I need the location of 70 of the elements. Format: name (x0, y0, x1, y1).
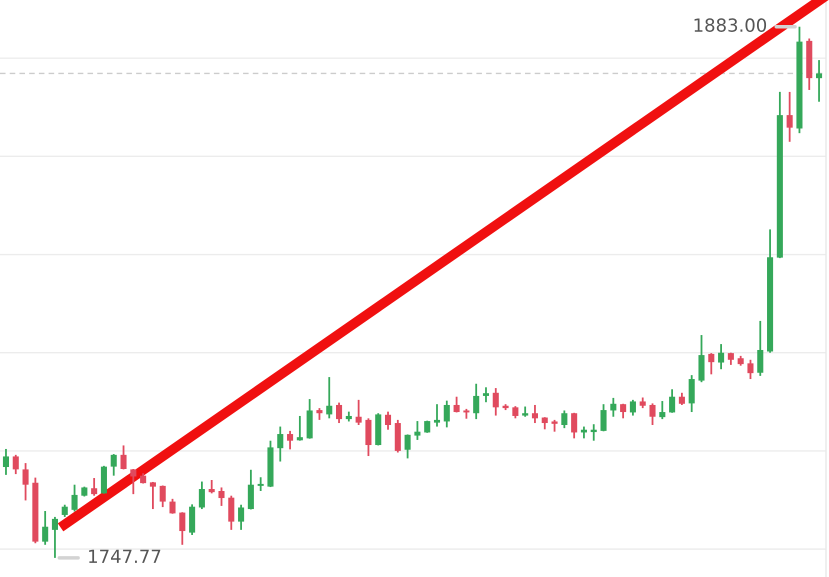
candlestick (816, 59, 822, 103)
candlestick (140, 472, 146, 484)
candlestick (718, 343, 724, 370)
candlestick (708, 352, 714, 376)
candlestick (522, 406, 528, 418)
candlestick (198, 480, 205, 510)
candlestick (678, 392, 685, 406)
candlestick (91, 477, 98, 497)
candlestick (630, 398, 636, 416)
candlestick (590, 423, 597, 442)
candlestick (561, 410, 568, 430)
candlestick (238, 504, 244, 531)
candlestick (640, 396, 646, 410)
candlestick (424, 420, 430, 434)
candlestick (316, 407, 322, 421)
candlestick (120, 444, 127, 470)
annotation: 1747.77 (89, 550, 160, 563)
candlestick (512, 405, 518, 420)
candlestick (228, 494, 234, 531)
candlestick (130, 468, 136, 496)
candlestick (326, 376, 332, 420)
annotation: 1883.00 (694, 18, 766, 32)
candlestick (384, 410, 392, 431)
candlestick (454, 396, 460, 414)
candlestick (786, 91, 793, 143)
candlestick (296, 415, 303, 442)
candlestick (218, 486, 225, 507)
candlestick (532, 404, 538, 424)
candlestick (434, 403, 440, 428)
candlestick (72, 484, 78, 512)
candlestick (160, 484, 166, 508)
candlestick (258, 476, 264, 492)
candlestick (150, 481, 156, 510)
candlestick (728, 352, 734, 366)
candlestick (620, 402, 626, 420)
candlestick (444, 400, 450, 428)
candlestick (81, 486, 88, 498)
candlestick (669, 388, 676, 414)
candlestick (610, 396, 616, 418)
candlestick (757, 320, 764, 377)
candlestick (42, 510, 48, 546)
candlestick (208, 479, 215, 494)
candlestick (738, 354, 744, 367)
candlestick (12, 454, 19, 476)
candlestick (110, 453, 117, 477)
candlestick (2, 448, 10, 476)
candlestick (492, 387, 499, 416)
candlestick (482, 386, 490, 404)
candlestick (277, 426, 284, 462)
candlestick (747, 358, 754, 380)
candlestick (169, 498, 176, 515)
candlestick (600, 403, 607, 432)
candlestick (463, 408, 470, 420)
candlestick (649, 402, 656, 426)
candlestick (473, 382, 480, 420)
candlestick (356, 398, 362, 426)
candlestick (22, 462, 29, 502)
candlestick (552, 418, 558, 433)
candlestick (659, 400, 666, 420)
candlestick (542, 416, 548, 430)
candlestick (336, 402, 342, 424)
candlestick (346, 410, 352, 422)
candlestick (179, 511, 186, 546)
candlestick (52, 516, 58, 559)
candlestick (414, 420, 420, 441)
candlestick (571, 412, 578, 440)
candlestick (287, 430, 294, 450)
candlestick (62, 504, 68, 518)
candlestick (404, 434, 411, 460)
candlestick (580, 426, 587, 440)
